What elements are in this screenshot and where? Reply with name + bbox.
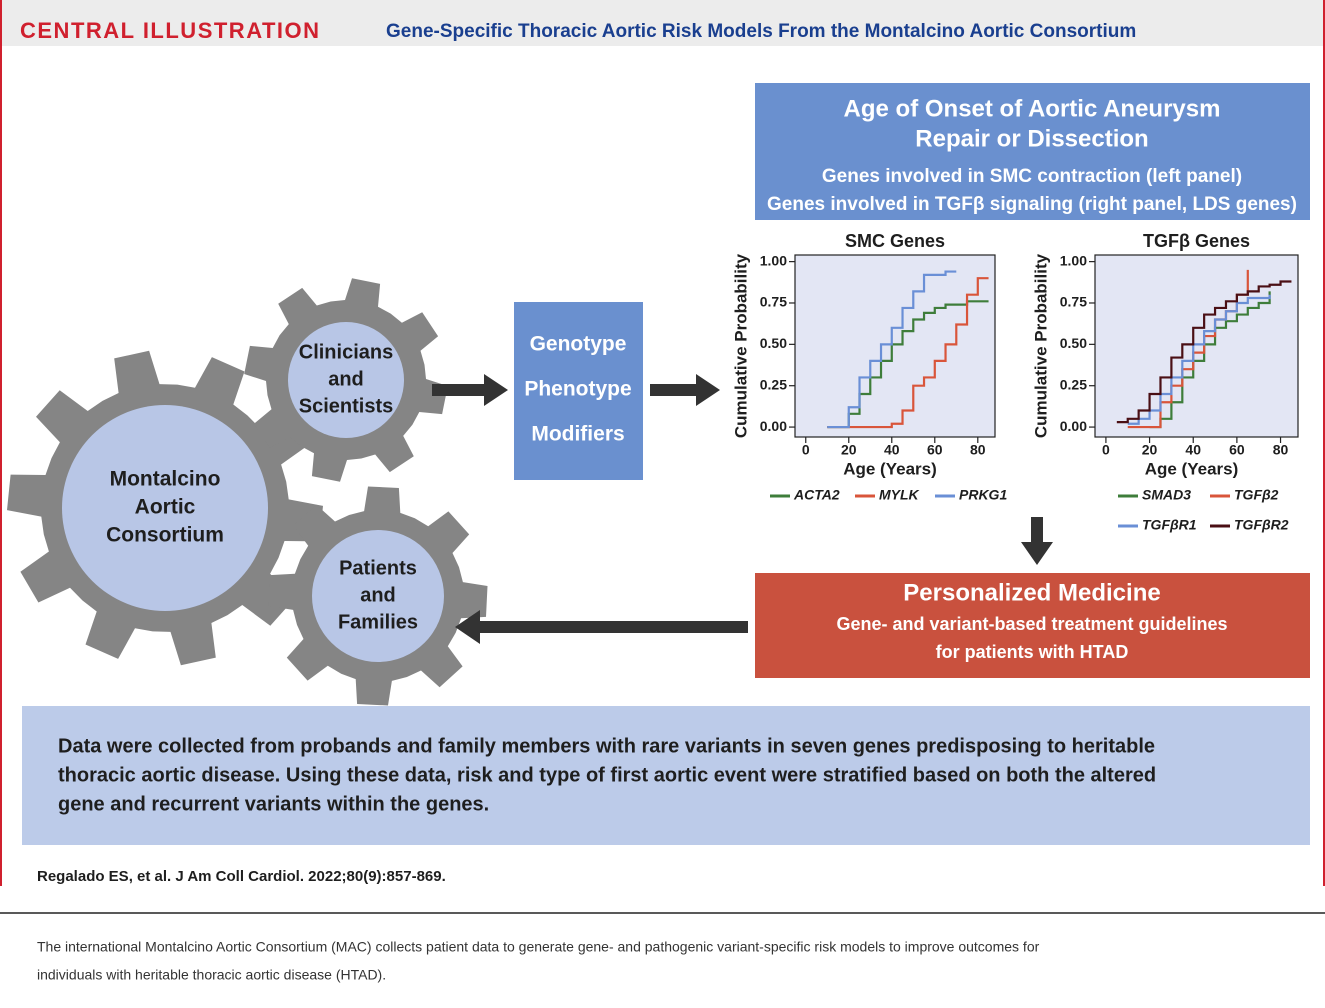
gear-label: and bbox=[328, 368, 364, 390]
gear-label: Scientists bbox=[299, 395, 393, 417]
caption: The international Montalcino Aortic Cons… bbox=[37, 939, 1040, 955]
y-tick-label: 0.50 bbox=[760, 335, 787, 351]
onset-box bbox=[755, 83, 1310, 220]
chart-title: TGFβ Genes bbox=[1143, 231, 1250, 251]
arrow bbox=[432, 374, 508, 406]
x-tick-label: 40 bbox=[884, 442, 900, 458]
gear-hub bbox=[288, 322, 404, 438]
y-tick-label: 0.25 bbox=[1060, 376, 1087, 392]
data-line bbox=[1116, 280, 1292, 424]
y-axis-label: Cumulative Probability bbox=[731, 253, 750, 438]
legend-label: SMAD3 bbox=[1142, 487, 1191, 503]
y-tick-label: 0.00 bbox=[760, 418, 787, 434]
summary-text: gene and recurrent variants within the g… bbox=[58, 793, 489, 815]
citation: Regalado ES, et al. J Am Coll Cardiol. 2… bbox=[37, 868, 446, 885]
modifiers-box bbox=[514, 302, 643, 480]
modifiers-text: Phenotype bbox=[524, 378, 631, 401]
personalized-title: Personalized Medicine bbox=[903, 579, 1160, 606]
y-tick-label: 0.75 bbox=[1060, 294, 1087, 310]
arrow bbox=[1021, 517, 1053, 565]
gear-label: Patients bbox=[339, 557, 417, 579]
y-tick-label: 1.00 bbox=[1060, 252, 1087, 268]
x-tick-label: 80 bbox=[970, 442, 986, 458]
personalized-text: Gene- and variant-based treatment guidel… bbox=[836, 614, 1227, 634]
modifiers-text: Genotype bbox=[530, 333, 627, 356]
x-tick-label: 60 bbox=[927, 442, 943, 458]
legend-label: ACTA2 bbox=[793, 487, 840, 503]
x-tick-label: 0 bbox=[802, 442, 810, 458]
x-tick-label: 20 bbox=[841, 442, 857, 458]
y-tick-label: 1.00 bbox=[760, 252, 787, 268]
legend-label: TGFβR1 bbox=[1142, 517, 1197, 533]
x-tick-label: 60 bbox=[1229, 442, 1245, 458]
header-title: Gene-Specific Thoracic Aortic Risk Model… bbox=[386, 21, 1136, 42]
gear-label: Montalcino bbox=[110, 468, 221, 491]
x-axis-label: Age (Years) bbox=[843, 459, 937, 478]
charts: SMC Genes Age (Years) Cumulative Probabili… bbox=[731, 231, 1299, 533]
chart-title: SMC Genes bbox=[845, 231, 945, 251]
y-tick-label: 0.25 bbox=[760, 376, 787, 392]
data-line bbox=[1127, 294, 1271, 425]
onset-title: Age of Onset of Aortic Aneurysm bbox=[844, 95, 1221, 122]
summary-text: Data were collected from probands and fa… bbox=[58, 735, 1155, 757]
data-line bbox=[827, 270, 957, 429]
legend-label: PRKG1 bbox=[959, 487, 1007, 503]
personalized-box bbox=[755, 573, 1310, 678]
modifiers-text: Modifiers bbox=[531, 423, 624, 446]
onset-title: Repair or Dissection bbox=[915, 125, 1148, 152]
gear-label: Families bbox=[338, 611, 418, 633]
x-axis-label: Age (Years) bbox=[1145, 459, 1239, 478]
gear-label: Aortic bbox=[135, 496, 196, 519]
gear-hub bbox=[312, 530, 444, 662]
arrow bbox=[650, 374, 720, 406]
legend-label: MYLK bbox=[879, 487, 920, 503]
arrow bbox=[455, 610, 748, 644]
x-tick-label: 80 bbox=[1273, 442, 1289, 458]
y-axis-label: Cumulative Probability bbox=[1031, 253, 1050, 438]
gears: Montalcino Aortic Consortium Clinicians and S… bbox=[7, 278, 488, 706]
x-tick-label: 0 bbox=[1102, 442, 1110, 458]
x-tick-label: 40 bbox=[1185, 442, 1201, 458]
x-tick-label: 20 bbox=[1142, 442, 1158, 458]
y-tick-label: 0.75 bbox=[760, 294, 787, 310]
gear-label: Clinicians bbox=[299, 341, 393, 363]
header-band bbox=[0, 0, 1325, 46]
arrows bbox=[432, 374, 1053, 644]
caption: individuals with heritable thoracic aort… bbox=[37, 967, 386, 983]
gear-label: and bbox=[360, 584, 396, 606]
plot-area bbox=[1094, 254, 1299, 438]
onset-text: Genes involved in SMC contraction (left … bbox=[822, 166, 1242, 187]
onset-text: Genes involved in TGFβ signaling (right … bbox=[767, 194, 1297, 215]
legend-label: TGFβR2 bbox=[1234, 517, 1289, 533]
personalized-text: for patients with HTAD bbox=[936, 642, 1129, 662]
y-tick-label: 0.50 bbox=[1060, 335, 1087, 351]
summary-box bbox=[22, 706, 1310, 845]
y-tick-label: 0.00 bbox=[1060, 418, 1087, 434]
summary-text: thoracic aortic disease. Using these dat… bbox=[58, 764, 1156, 786]
plot-area bbox=[794, 254, 996, 438]
data-line bbox=[1149, 291, 1271, 429]
gear-hub bbox=[62, 405, 268, 611]
data-line bbox=[827, 277, 989, 429]
legend-label: TGFβ2 bbox=[1234, 487, 1279, 503]
header-label: CENTRAL ILLUSTRATION bbox=[20, 18, 321, 43]
gear-label: Consortium bbox=[106, 524, 224, 547]
